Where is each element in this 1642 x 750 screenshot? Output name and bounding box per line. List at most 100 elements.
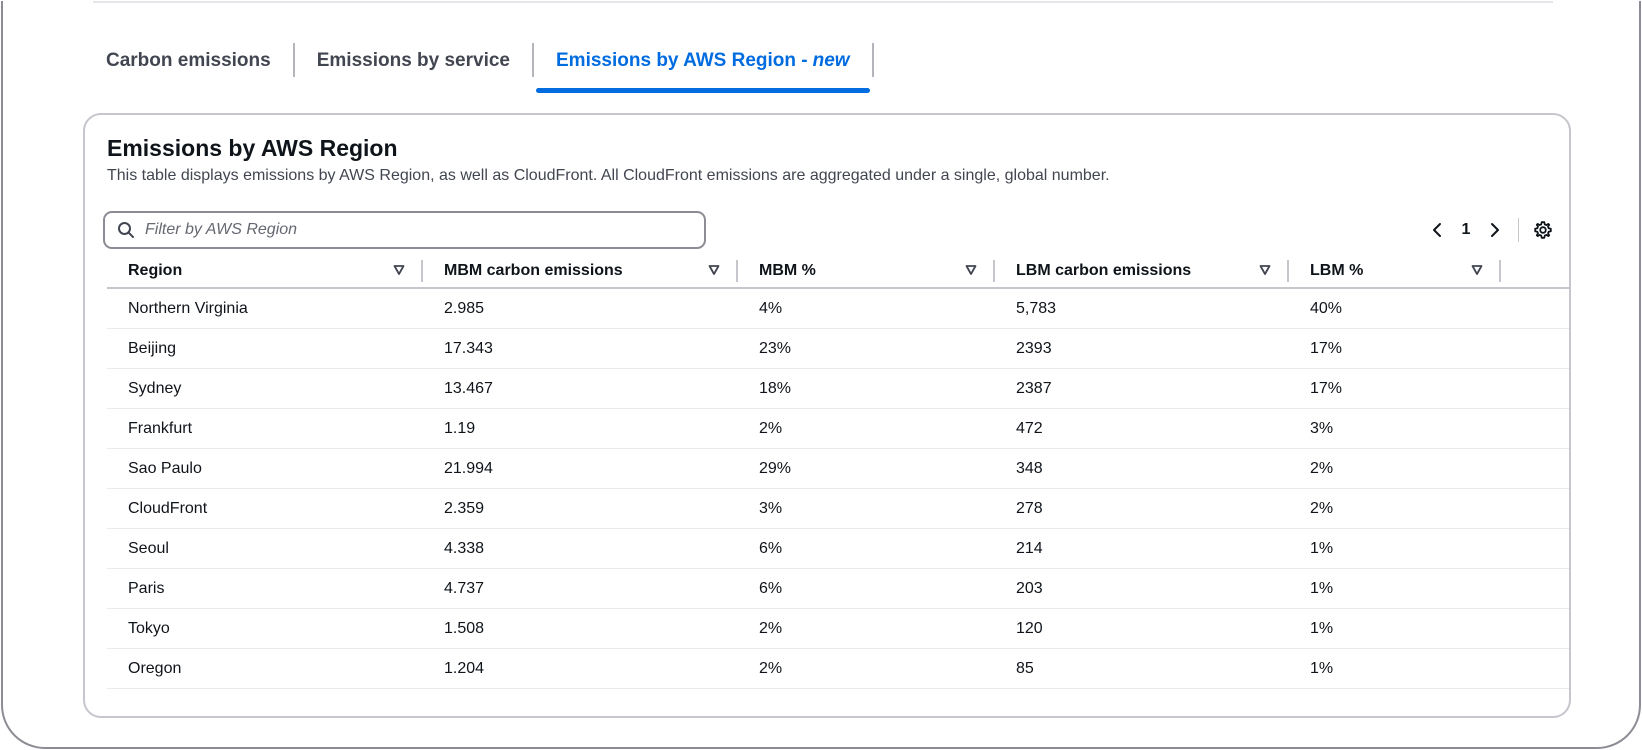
column-header-region[interactable]: Region	[107, 254, 423, 288]
tab-emissions-by-region[interactable]: Emissions by AWS Region - new	[534, 41, 872, 93]
table-body: Northern Virginia 2.985 4% 5,783 40% Beijing 1…	[107, 289, 1569, 689]
cell-lbm-percent: 2%	[1310, 459, 1334, 477]
cell-mbm-emissions: 1.508	[444, 619, 485, 637]
column-resizer[interactable]	[1287, 260, 1289, 282]
cell-region: Tokyo	[128, 619, 170, 637]
table-row: Tokyo 1.508 2% 120 1%	[107, 609, 1569, 649]
chevron-left-icon	[1433, 223, 1441, 237]
column-header-lbm-percent[interactable]: LBM %	[1289, 254, 1501, 288]
tab-new-badge: new	[812, 50, 850, 71]
emissions-table: Region MBM carbon emissions MBM % LBM ca…	[107, 254, 1569, 689]
filter-region-input[interactable]	[145, 221, 685, 239]
cell-mbm-emissions: 2.985	[444, 299, 485, 317]
column-header-mbm-percent[interactable]: MBM %	[738, 254, 995, 288]
cell-lbm-percent: 40%	[1310, 299, 1343, 317]
cell-region: Seoul	[128, 539, 169, 557]
cell-region: CloudFront	[128, 499, 208, 517]
cell-mbm-percent: 18%	[759, 379, 792, 397]
cell-mbm-percent: 2%	[759, 619, 783, 637]
tab-label: Emissions by service	[316, 50, 510, 71]
table-row: Paris 4.737 6% 203 1%	[107, 569, 1569, 609]
cell-region: Northern Virginia	[128, 299, 248, 317]
cell-lbm-percent: 1%	[1310, 539, 1334, 557]
column-resizer[interactable]	[1499, 260, 1501, 282]
caret-down-icon[interactable]	[965, 264, 977, 276]
cell-lbm-emissions: 214	[1016, 539, 1043, 557]
cell-lbm-emissions: 2393	[1016, 339, 1052, 357]
cell-lbm-percent: 17%	[1310, 379, 1343, 397]
cell-lbm-percent: 1%	[1310, 579, 1334, 597]
cell-region: Paris	[128, 579, 165, 597]
table-row: Sydney 13.467 18% 2387 17%	[107, 369, 1569, 409]
search-icon	[118, 222, 134, 238]
cell-lbm-percent: 3%	[1310, 419, 1334, 437]
cell-mbm-emissions: 17.343	[444, 339, 493, 357]
table-header: Region MBM carbon emissions MBM % LBM ca…	[107, 254, 1569, 289]
caret-down-icon[interactable]	[1471, 264, 1483, 276]
cell-mbm-emissions: 2.359	[444, 499, 485, 517]
tab-carbon-emissions[interactable]: Carbon emissions	[84, 41, 293, 93]
cell-lbm-percent: 1%	[1310, 619, 1334, 637]
table-row: Beijing 17.343 23% 2393 17%	[107, 329, 1569, 369]
cell-lbm-percent: 17%	[1310, 339, 1343, 357]
active-tab-indicator	[536, 88, 870, 93]
column-header-lbm-emissions[interactable]: LBM carbon emissions	[995, 254, 1289, 288]
cell-lbm-emissions: 85	[1016, 659, 1034, 677]
pagination: 1	[1424, 213, 1557, 247]
column-label: LBM %	[1310, 262, 1364, 279]
table-row: Northern Virginia 2.985 4% 5,783 40%	[107, 289, 1569, 329]
table-row: CloudFront 2.359 3% 278 2%	[107, 489, 1569, 529]
tab-bar: Carbon emissions Emissions by service Em…	[84, 41, 874, 93]
cell-region: Oregon	[128, 659, 182, 677]
chevron-right-icon	[1491, 223, 1499, 237]
cell-lbm-emissions: 120	[1016, 619, 1043, 637]
cell-mbm-emissions: 1.19	[444, 419, 476, 437]
previous-page-button[interactable]	[1424, 216, 1452, 244]
cell-mbm-emissions: 1.204	[444, 659, 485, 677]
table-row: Sao Paulo 21.994 29% 348 2%	[107, 449, 1569, 489]
caret-down-icon[interactable]	[393, 264, 405, 276]
pager-divider	[1518, 218, 1519, 242]
cell-lbm-emissions: 2387	[1016, 379, 1052, 397]
column-resizer[interactable]	[421, 260, 423, 282]
tab-label: Carbon emissions	[106, 50, 271, 71]
column-header-mbm-emissions[interactable]: MBM carbon emissions	[423, 254, 738, 288]
tab-divider	[292, 43, 295, 77]
tab-label: Emissions by AWS Region -	[556, 50, 808, 71]
table-preferences-button[interactable]	[1529, 216, 1557, 244]
cell-mbm-percent: 3%	[759, 499, 783, 517]
cell-lbm-emissions: 5,783	[1016, 299, 1057, 317]
column-label: MBM %	[759, 262, 816, 279]
cell-lbm-emissions: 203	[1016, 579, 1043, 597]
cell-mbm-percent: 2%	[759, 419, 783, 437]
column-label: LBM carbon emissions	[1016, 262, 1192, 279]
column-resizer[interactable]	[993, 260, 995, 282]
next-page-button[interactable]	[1480, 216, 1508, 244]
cell-region: Sydney	[128, 379, 182, 397]
cell-mbm-percent: 4%	[759, 299, 783, 317]
tab-divider	[532, 43, 534, 77]
column-resizer[interactable]	[736, 260, 738, 282]
cell-lbm-emissions: 348	[1016, 459, 1043, 477]
frame-top-edge	[93, 1, 1553, 3]
cell-lbm-percent: 1%	[1310, 659, 1334, 677]
emissions-by-region-card: Emissions by AWS Region This table displ…	[83, 113, 1571, 718]
cell-region: Sao Paulo	[128, 459, 202, 477]
cell-region: Frankfurt	[128, 419, 193, 437]
cell-lbm-percent: 2%	[1310, 499, 1334, 517]
caret-down-icon[interactable]	[1259, 264, 1271, 276]
table-row: Seoul 4.338 6% 214 1%	[107, 529, 1569, 569]
current-page-number[interactable]: 1	[1461, 221, 1471, 238]
cell-lbm-emissions: 278	[1016, 499, 1043, 517]
cell-mbm-percent: 6%	[759, 579, 783, 597]
cell-mbm-emissions: 4.338	[444, 539, 485, 557]
column-label: MBM carbon emissions	[444, 262, 623, 279]
cell-mbm-emissions: 13.467	[444, 379, 493, 397]
cell-mbm-percent: 2%	[759, 659, 783, 677]
tab-emissions-by-service[interactable]: Emissions by service	[295, 41, 532, 93]
cell-mbm-emissions: 4.737	[444, 579, 485, 597]
table-row: Oregon 1.204 2% 85 1%	[107, 649, 1569, 689]
cell-mbm-emissions: 21.994	[444, 459, 493, 477]
caret-down-icon[interactable]	[708, 264, 720, 276]
cell-mbm-percent: 29%	[759, 459, 792, 477]
